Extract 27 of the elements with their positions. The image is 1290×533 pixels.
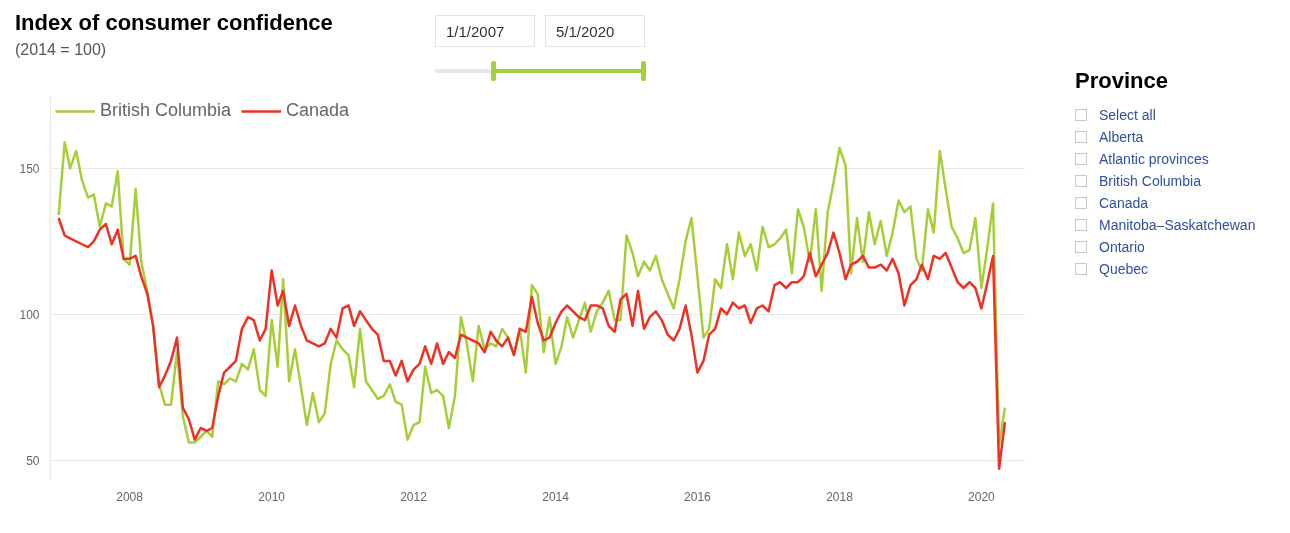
x-tick-label: 2010 xyxy=(258,489,286,504)
x-tick-label: 2014 xyxy=(542,489,570,504)
legend-label: Canada xyxy=(286,100,350,121)
y-tick-label: 150 xyxy=(19,161,40,176)
text: British Columbia xyxy=(1098,172,1202,192)
text: Province xyxy=(1075,67,1169,95)
text: Atlantic provinces xyxy=(1098,150,1210,170)
text: Canada xyxy=(1098,194,1150,214)
text: Manitoba–Saskatchewan xyxy=(1098,216,1256,236)
x-tick-label: 2016 xyxy=(684,489,712,504)
text: 5/1/2020 xyxy=(545,15,645,47)
line-series xyxy=(57,140,1007,447)
x-tick-label: 2020 xyxy=(968,489,996,504)
text: Select all xyxy=(1098,106,1157,126)
text: 1/1/2007 xyxy=(435,15,535,47)
y-tick-label: 100 xyxy=(19,307,40,322)
text: Ontario xyxy=(1098,238,1146,258)
text: Quebec xyxy=(1098,260,1150,280)
x-tick-label: 2008 xyxy=(116,489,144,504)
legend-label: British Columbia xyxy=(100,100,232,121)
line-series xyxy=(57,216,1007,471)
text: Alberta xyxy=(1098,128,1145,148)
y-tick-label: 50 xyxy=(26,453,40,468)
x-tick-label: 2012 xyxy=(400,489,428,504)
chart-title: Index of consumer confidence xyxy=(15,9,333,37)
chart-subtitle: (2014 = 100) xyxy=(15,40,107,60)
x-tick-label: 2018 xyxy=(826,489,854,504)
